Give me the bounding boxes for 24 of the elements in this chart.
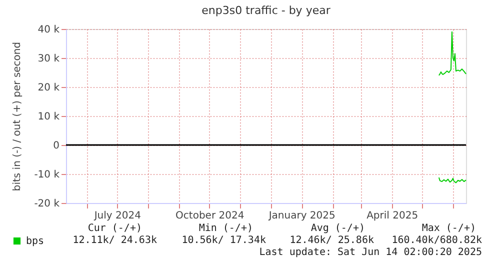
text: Min (-/+) — [198, 223, 253, 234]
y-tick-label: -20 k — [34, 198, 60, 210]
text: Last update: Sat Jun 14 02:00:20 2025 — [259, 247, 482, 258]
y-tick-label: 10 k — [38, 112, 60, 122]
x-tick-label: October 2024 — [176, 210, 244, 222]
x-tick-label: January 2025 — [268, 210, 336, 222]
text: Cur (-/+) — [88, 223, 142, 234]
text: Avg (-/+) — [310, 223, 365, 234]
y-tick-label: 0 — [53, 140, 60, 152]
text: 12.11k/ 24.63k — [72, 235, 157, 246]
text: 12.46k/ 25.86k — [290, 235, 374, 246]
y-tick-label: -10 k — [34, 170, 60, 180]
x-tick-label: April 2025 — [366, 210, 418, 222]
x-tick-label: July 2024 — [93, 210, 141, 222]
y-tick-label: 40 k — [38, 24, 60, 36]
text: 160.40k/680.82k — [392, 235, 482, 246]
text: 10.56k/ 17.34k — [182, 235, 266, 246]
text: Max (-/+) — [422, 223, 476, 234]
y-tick-label: 30 k — [38, 54, 60, 64]
legend-label: bps — [26, 236, 44, 247]
y-tick-label: 20 k — [38, 82, 60, 94]
line-series — [438, 31, 466, 76]
chart-title: enp3s0 traffic - by year — [202, 4, 331, 17]
y-axis-title: bits in (-) / out (+) per second — [12, 42, 24, 192]
